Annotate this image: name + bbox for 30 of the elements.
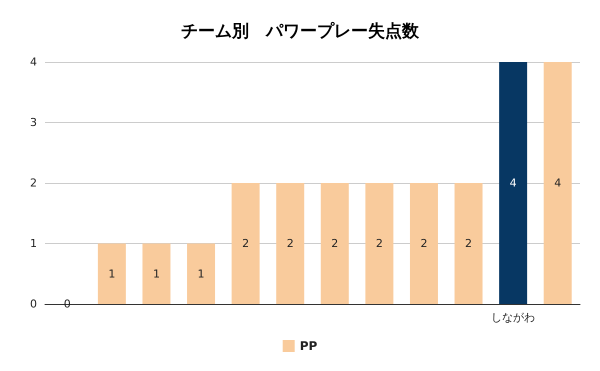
data-label: 1 [152,267,160,280]
data-label: 2 [331,237,338,250]
bar [365,183,394,304]
data-label: 1 [108,267,116,280]
data-label: 2 [242,237,250,250]
data-label: 2 [376,237,383,250]
y-tick-label: 4 [30,56,37,68]
bar [276,183,304,304]
legend-label: PP [300,339,318,353]
data-label: 2 [286,237,294,250]
data-label: 4 [510,176,517,190]
data-label: 4 [554,176,562,190]
chart-title: チーム別 パワープレー失点数 [181,22,420,42]
bar [187,244,216,304]
y-tick-label: 2 [30,176,37,190]
bar [454,183,483,304]
y-tick-label: 0 [30,298,37,310]
bar [98,244,126,304]
y-tick-label: 1 [30,237,37,250]
bar [142,244,170,304]
y-tick-label: 3 [30,116,37,129]
data-label: 2 [465,237,472,250]
bar [544,62,572,304]
bar [410,183,438,304]
data-label: 2 [420,237,428,250]
bar [499,62,528,304]
bar [232,183,260,304]
bar [320,183,349,304]
x-tick-label: しながわ [491,311,536,324]
data-label: 1 [198,267,205,280]
